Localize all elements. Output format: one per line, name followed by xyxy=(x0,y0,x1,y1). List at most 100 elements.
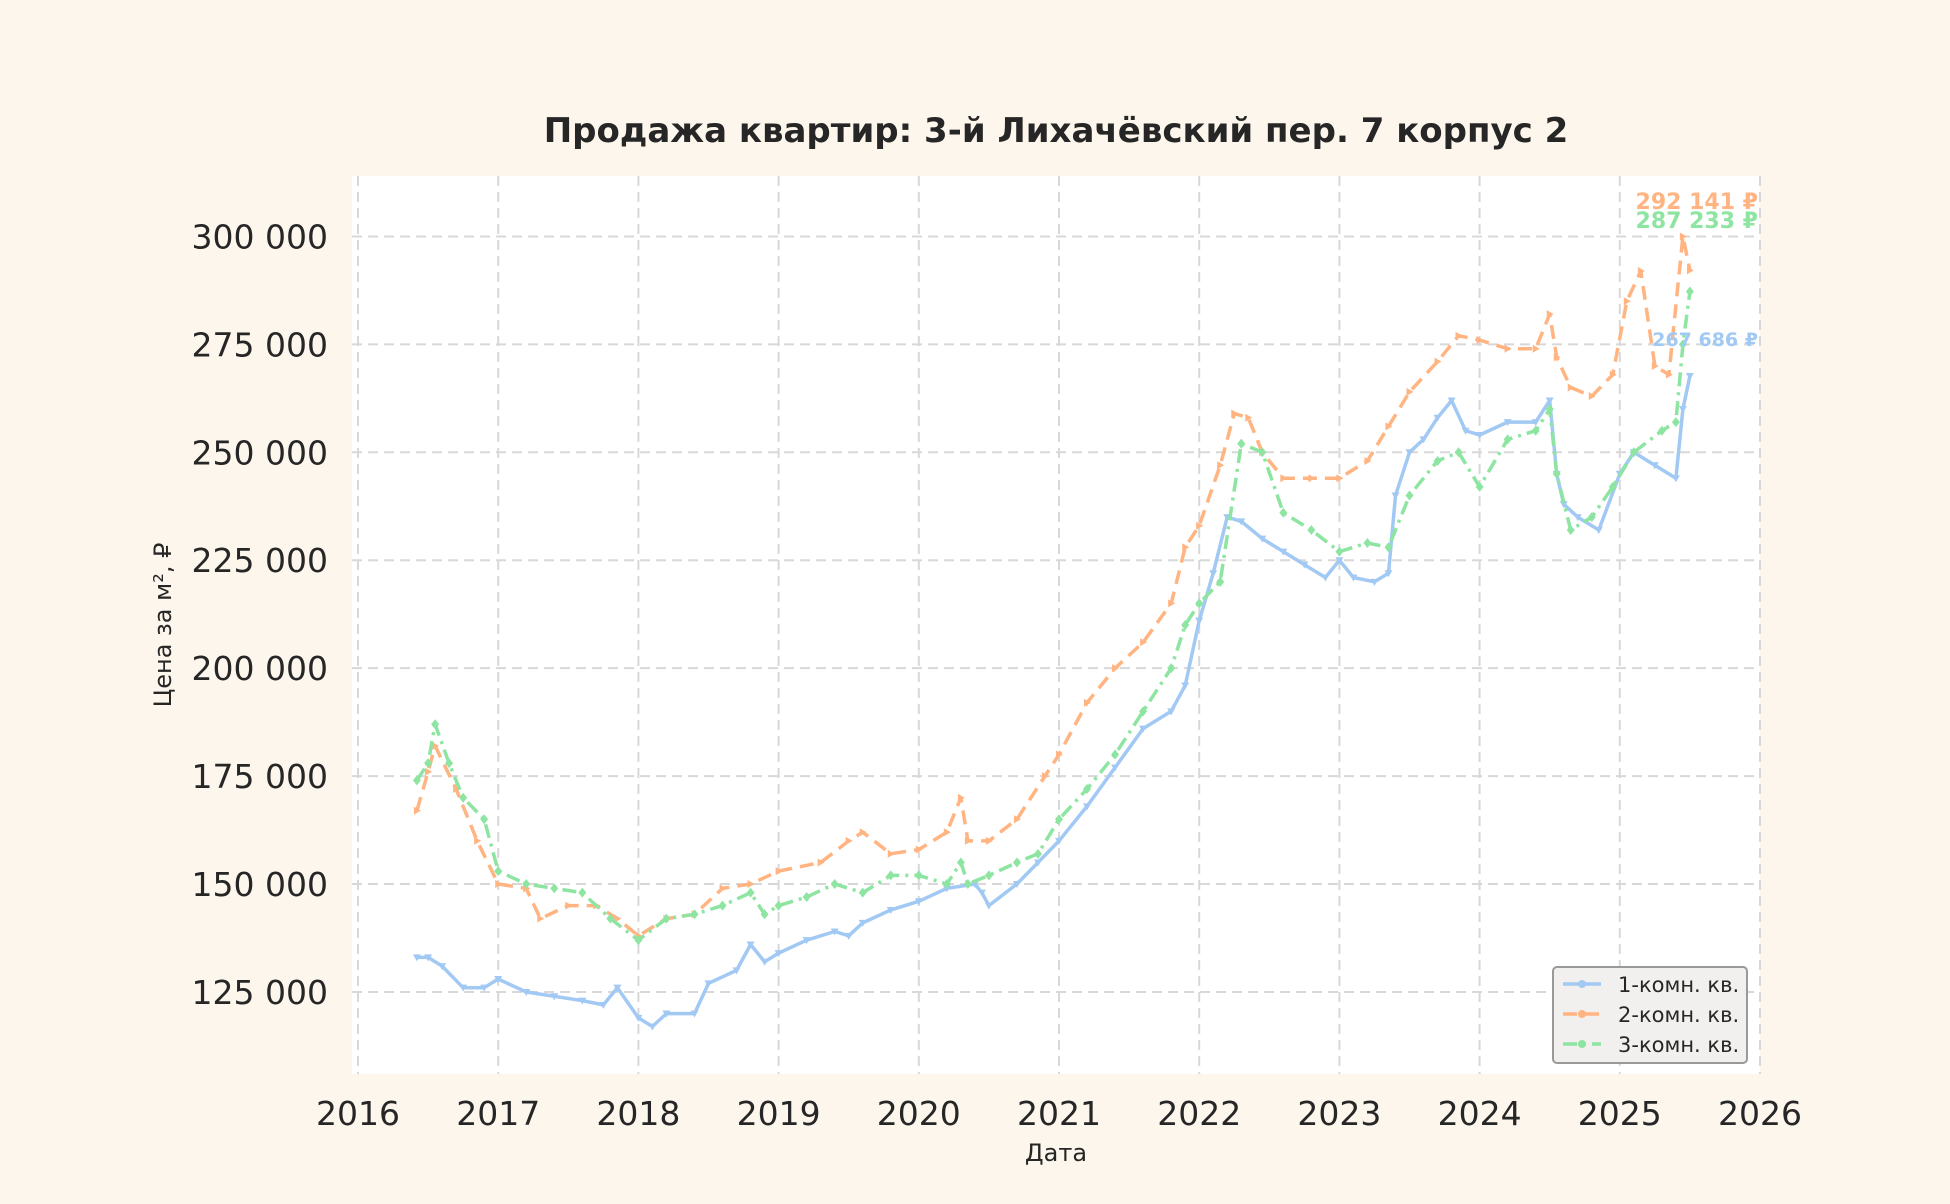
data-point xyxy=(859,828,867,837)
data-point xyxy=(1033,859,1042,867)
data-point xyxy=(1531,419,1540,427)
legend-label: 2-комн. кв. xyxy=(1618,1003,1739,1027)
data-point xyxy=(1013,815,1021,824)
data-point xyxy=(1084,698,1092,707)
data-point xyxy=(844,932,853,940)
x-axis-label: Дата xyxy=(1025,1139,1087,1167)
data-point xyxy=(1363,537,1372,548)
data-point xyxy=(942,879,951,890)
data-point xyxy=(1195,617,1204,625)
legend-marker xyxy=(1578,980,1586,988)
data-point xyxy=(634,935,643,946)
y-tick-label: 275 000 xyxy=(192,325,328,364)
data-point xyxy=(977,889,986,897)
data-point xyxy=(1588,392,1596,401)
y-tick-label: 125 000 xyxy=(192,973,328,1012)
data-point xyxy=(1391,492,1400,500)
data-point xyxy=(1335,557,1344,565)
series-3-room xyxy=(412,286,1694,946)
data-point xyxy=(1370,578,1379,586)
data-point xyxy=(1349,574,1358,582)
end-value-label: 292 141 ₽ xyxy=(1636,190,1758,215)
data-point xyxy=(1237,518,1246,526)
data-point xyxy=(522,879,531,890)
data-point xyxy=(1406,387,1414,396)
data-point xyxy=(1685,372,1694,380)
data-point xyxy=(830,928,839,936)
y-axis-ticks: 125 000 150 000 175 000 200 000 225 000 250 0… xyxy=(192,217,328,1012)
data-point xyxy=(1279,548,1288,556)
data-point xyxy=(522,988,531,996)
data-point xyxy=(957,793,965,802)
data-point xyxy=(550,883,559,894)
legend-marker xyxy=(1578,1010,1586,1018)
data-point xyxy=(413,806,421,815)
data-point xyxy=(1567,383,1575,392)
data-point xyxy=(1111,749,1120,760)
data-point xyxy=(1685,286,1694,297)
data-point xyxy=(774,950,783,958)
data-point xyxy=(474,836,482,845)
end-value-annotations: 292 141 ₽287 233 ₽ 267 686 ₽ xyxy=(1636,190,1758,351)
data-point xyxy=(1559,501,1568,509)
data-point xyxy=(1167,663,1176,674)
data-point xyxy=(1679,232,1687,241)
data-point xyxy=(1258,535,1267,543)
data-point xyxy=(1111,764,1120,772)
data-point xyxy=(1231,409,1239,418)
data-point xyxy=(1433,414,1442,422)
data-point xyxy=(578,997,587,1005)
series-lines xyxy=(412,232,1694,1031)
data-point xyxy=(1139,725,1148,733)
data-point xyxy=(1364,456,1372,465)
data-point xyxy=(1608,481,1617,492)
data-point xyxy=(984,870,993,881)
legend-label: 3-комн. кв. xyxy=(1618,1033,1739,1057)
data-point xyxy=(719,884,727,893)
data-point xyxy=(662,913,671,924)
data-point xyxy=(1686,266,1694,275)
data-point xyxy=(445,758,454,769)
data-point xyxy=(1384,570,1393,578)
data-point xyxy=(1083,803,1092,811)
data-point xyxy=(1181,620,1190,630)
data-point xyxy=(802,937,811,945)
data-point xyxy=(1678,406,1687,414)
data-point xyxy=(1623,297,1631,306)
data-point xyxy=(1308,474,1316,483)
data-point xyxy=(1258,447,1267,458)
data-point xyxy=(1650,462,1659,470)
legend-box xyxy=(1552,966,1748,1064)
data-point xyxy=(1461,427,1470,435)
data-point xyxy=(1196,521,1204,530)
data-point xyxy=(1336,474,1344,483)
data-point xyxy=(1384,542,1393,553)
data-point xyxy=(1055,814,1063,825)
data-point xyxy=(1012,881,1021,889)
x-tick-label: 2023 xyxy=(1297,1094,1381,1133)
data-point xyxy=(494,866,503,877)
data-point xyxy=(1217,461,1225,470)
x-tick-label: 2016 xyxy=(316,1094,400,1133)
data-point xyxy=(1476,336,1484,345)
data-point xyxy=(1475,481,1484,492)
data-point xyxy=(424,954,433,962)
data-point xyxy=(1195,598,1204,609)
data-point xyxy=(1083,784,1092,795)
data-point xyxy=(1433,455,1442,466)
data-point xyxy=(1552,468,1561,479)
data-point xyxy=(1182,543,1190,552)
data-point xyxy=(845,836,853,845)
plot-area xyxy=(352,176,1760,1074)
data-point xyxy=(1279,507,1288,518)
data-point xyxy=(887,849,895,858)
data-point xyxy=(1140,638,1148,647)
data-point xyxy=(760,909,769,920)
data-point xyxy=(1503,419,1512,427)
y-tick-label: 200 000 xyxy=(192,649,328,688)
y-tick-label: 225 000 xyxy=(192,541,328,580)
y-tick-label: 250 000 xyxy=(192,433,328,472)
data-point xyxy=(634,1014,643,1022)
data-point xyxy=(613,984,622,992)
